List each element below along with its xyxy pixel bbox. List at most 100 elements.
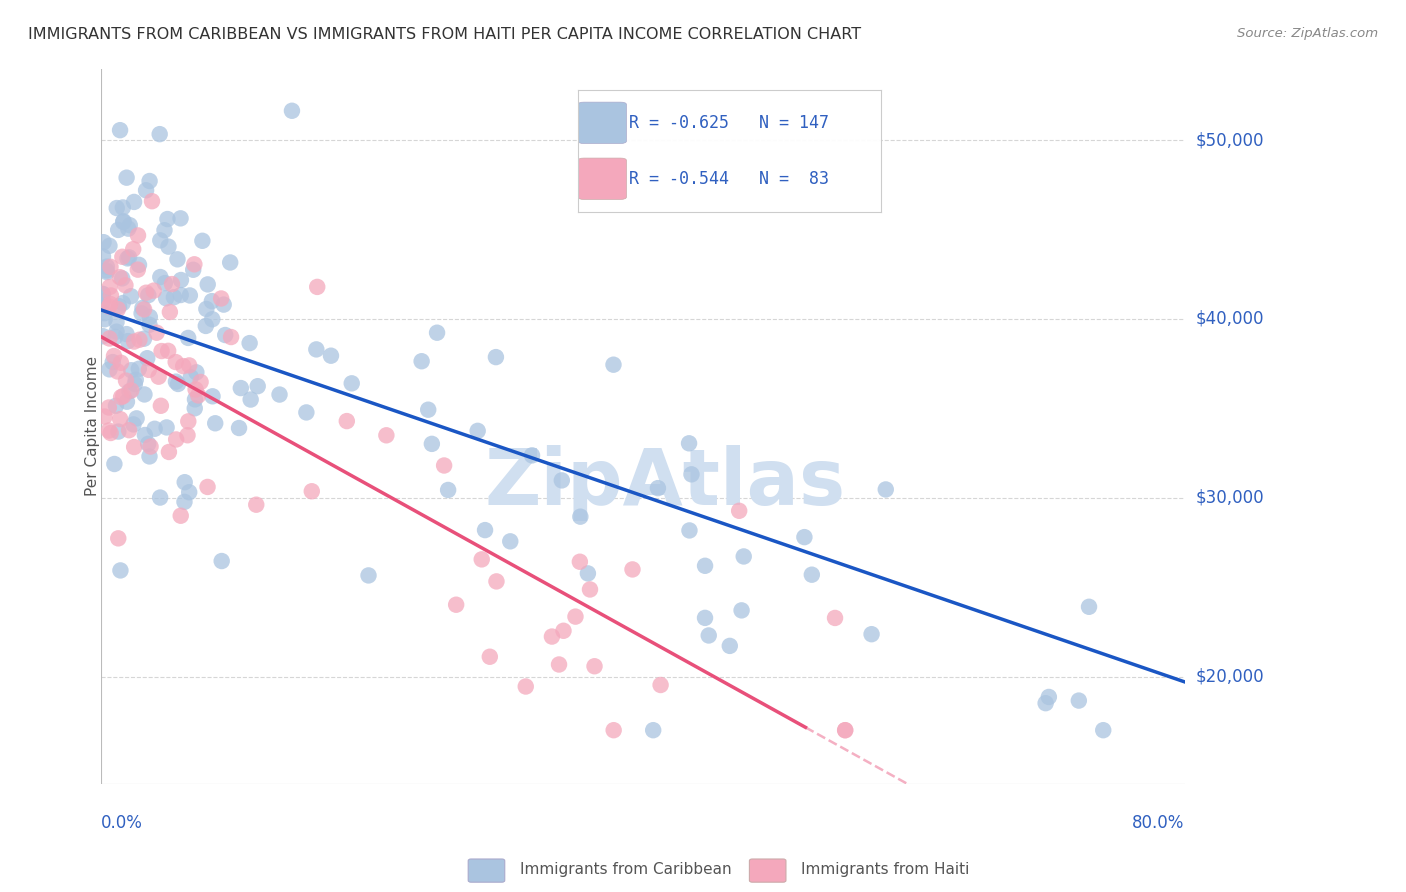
Point — [128, 333, 150, 347]
Point — [153, 276, 176, 290]
Point — [336, 414, 359, 428]
Point — [197, 277, 219, 292]
Point — [111, 201, 134, 215]
Point — [474, 523, 496, 537]
Point — [108, 123, 131, 137]
Point — [793, 530, 815, 544]
Point — [579, 582, 602, 597]
Point — [122, 194, 145, 209]
Point — [120, 289, 142, 303]
Point — [860, 627, 883, 641]
Point — [375, 428, 398, 442]
Point — [134, 387, 156, 401]
Point — [177, 331, 200, 345]
Point — [718, 639, 741, 653]
Point — [149, 127, 172, 141]
Point — [91, 329, 114, 343]
Point — [184, 383, 207, 397]
Point — [136, 288, 159, 302]
Point — [184, 401, 207, 416]
Point — [115, 327, 138, 342]
Point — [418, 402, 440, 417]
Point — [295, 405, 318, 419]
Point — [548, 657, 571, 672]
Point — [201, 312, 224, 326]
Point — [155, 420, 177, 434]
Point — [96, 263, 118, 277]
Point — [107, 223, 129, 237]
Point — [697, 628, 720, 642]
Point — [122, 417, 145, 432]
Point — [467, 424, 489, 438]
Point — [693, 558, 716, 573]
Point — [187, 388, 209, 402]
Point — [98, 280, 121, 294]
Point — [149, 270, 172, 285]
Point — [824, 611, 846, 625]
Point — [551, 474, 574, 488]
Point — [143, 422, 166, 436]
Point — [118, 384, 141, 399]
Point — [678, 436, 700, 450]
Point — [209, 292, 232, 306]
Point — [138, 450, 160, 464]
Point — [576, 566, 599, 581]
Point — [131, 306, 153, 320]
Point — [485, 350, 508, 364]
Point — [194, 318, 217, 333]
Point — [156, 212, 179, 227]
Point — [166, 252, 188, 267]
Point — [553, 624, 575, 638]
Point — [621, 562, 644, 576]
Point — [157, 343, 180, 358]
Point — [122, 242, 145, 256]
Point — [93, 235, 115, 249]
Point — [96, 260, 118, 274]
Point — [165, 375, 187, 389]
Point — [112, 389, 135, 403]
Point — [111, 296, 134, 310]
Point — [190, 375, 212, 389]
Point — [111, 271, 134, 285]
Point — [1078, 599, 1101, 614]
Point — [115, 374, 138, 388]
Point — [159, 305, 181, 319]
Point — [149, 233, 172, 247]
Point — [281, 103, 304, 118]
Point — [98, 300, 121, 314]
Point — [569, 509, 592, 524]
Text: $50,000: $50,000 — [1197, 131, 1264, 149]
Point — [108, 412, 131, 426]
Point — [875, 483, 897, 497]
Point — [219, 330, 242, 344]
Point — [103, 457, 125, 471]
Point — [139, 310, 162, 324]
Point — [471, 552, 494, 566]
Text: ZipAtlas: ZipAtlas — [484, 445, 845, 522]
Point — [602, 358, 624, 372]
Point — [155, 291, 177, 305]
Point — [148, 369, 170, 384]
Point — [107, 532, 129, 546]
Text: Immigrants from Caribbean: Immigrants from Caribbean — [520, 863, 733, 877]
Point — [245, 498, 267, 512]
Point — [105, 315, 128, 329]
Point — [107, 425, 129, 439]
Point — [1092, 723, 1115, 738]
Point — [117, 221, 139, 235]
Point — [110, 390, 132, 404]
Point — [91, 294, 114, 309]
Point — [98, 331, 121, 345]
Point — [128, 361, 150, 376]
Point — [211, 554, 233, 568]
Point — [515, 680, 537, 694]
Point — [186, 365, 208, 379]
Y-axis label: Per Capita Income: Per Capita Income — [86, 356, 100, 496]
Point — [135, 285, 157, 300]
Point — [91, 250, 114, 264]
Point — [170, 273, 193, 287]
Point — [180, 370, 202, 384]
Point — [120, 363, 142, 377]
Point — [103, 349, 125, 363]
Point — [136, 437, 159, 451]
